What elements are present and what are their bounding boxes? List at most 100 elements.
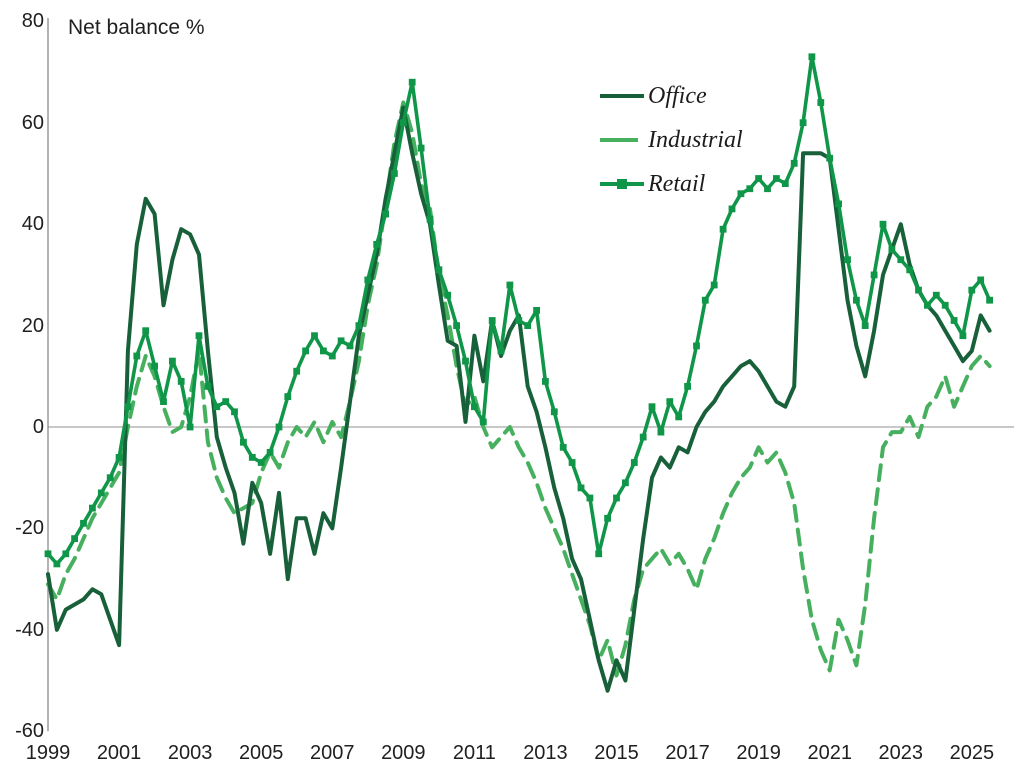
retail-marker [755, 175, 762, 182]
retail-marker [169, 357, 176, 365]
retail-marker [488, 317, 496, 324]
retail-marker [44, 550, 52, 558]
retail-marker [124, 403, 132, 411]
retail-marker [497, 347, 505, 355]
legend-item-industrial: Industrial [598, 126, 743, 154]
retail-marker [62, 550, 70, 558]
retail-marker [977, 276, 985, 284]
retail-marker [701, 296, 709, 304]
retail-marker [728, 205, 736, 213]
retail-marker [941, 301, 949, 309]
industrial-line [46, 100, 992, 678]
retail-marker [302, 347, 309, 355]
retail-marker [773, 175, 780, 182]
retail-marker [320, 347, 327, 355]
retail-marker [684, 383, 691, 390]
retail-marker [391, 170, 398, 177]
retail-marker [693, 342, 700, 350]
retail-marker [222, 398, 230, 405]
x-tick-label: 2013 [523, 742, 568, 764]
retail-marker [417, 144, 425, 152]
retail-marker [257, 459, 265, 466]
retail-marker [355, 322, 363, 329]
retail-marker [710, 281, 718, 289]
x-tick-label: 2017 [665, 742, 710, 764]
retail-marker [932, 291, 940, 299]
retail-marker [675, 413, 683, 421]
retail-marker [115, 454, 123, 461]
x-tick-label: 2009 [381, 742, 426, 764]
x-tick-label: 2015 [594, 742, 639, 764]
legend-label-office: Office [648, 82, 707, 109]
retail-marker [879, 220, 887, 228]
y-tick-label: 20 [21, 314, 44, 337]
retail-marker [133, 352, 141, 360]
retail-marker [737, 190, 745, 198]
retail-marker [550, 408, 558, 416]
retail-marker [266, 449, 274, 456]
retail-marker [799, 119, 807, 127]
retail-marker [915, 286, 922, 294]
retail-marker [861, 322, 869, 329]
retail-marker [426, 215, 434, 223]
retail-marker [328, 352, 336, 360]
retail-marker [364, 276, 372, 284]
y-tick-label: 40 [21, 213, 44, 236]
retail-marker [559, 443, 567, 451]
legend-label-retail: Retail [648, 170, 706, 197]
retail-marker [595, 550, 603, 558]
retail-marker [906, 266, 914, 274]
retail-marker [97, 489, 105, 497]
retail-marker [586, 494, 594, 502]
retail-marker [835, 200, 842, 208]
x-tick-label: 2003 [167, 742, 213, 764]
retail-marker [897, 256, 905, 264]
retail-marker [479, 418, 487, 426]
retail-marker [248, 454, 256, 461]
retail-marker [160, 398, 167, 405]
retail-marker [151, 362, 158, 370]
retail-marker [924, 301, 931, 309]
retail-marker [622, 479, 629, 487]
retail-marker [950, 317, 958, 324]
retail-marker [577, 484, 585, 492]
retail-marker [435, 266, 443, 274]
retail-marker [506, 281, 514, 289]
retail-marker [746, 185, 754, 193]
retail-marker [666, 398, 674, 405]
y-tick-label: -60 [15, 720, 44, 743]
retail-marker [204, 383, 212, 390]
retail-marker [542, 378, 549, 385]
retail-marker [888, 246, 896, 253]
retail-marker [870, 271, 878, 279]
retail-marker [639, 433, 647, 441]
retail-marker [453, 322, 460, 329]
retail-marker [346, 342, 354, 350]
retail-marker [719, 225, 727, 233]
retail-marker [311, 332, 318, 340]
retail-marker [790, 159, 798, 167]
retail-marker [106, 474, 114, 482]
retail-marker [844, 256, 851, 264]
x-tick-label: 2011 [452, 742, 496, 764]
retail-marker [53, 560, 61, 568]
retail-marker [657, 428, 665, 436]
retail-marker [373, 241, 381, 248]
retail-marker [177, 378, 185, 385]
retail-marker [826, 154, 834, 162]
legend: Office Industrial Retail [598, 82, 743, 214]
retail-marker [284, 393, 292, 400]
x-tick-label: 2019 [736, 742, 781, 764]
retail-marker [240, 438, 247, 446]
y-tick-label: -20 [15, 517, 44, 540]
retail-marker [408, 78, 416, 86]
x-axis-labels: 1999 2001 2003 2005 2007 2009 2011 2013 2015 2017… [0, 742, 1024, 768]
x-tick-label: 2025 [949, 742, 995, 764]
retail-marker [195, 332, 203, 340]
retail-marker [399, 119, 407, 127]
legend-label-industrial: Industrial [648, 126, 743, 153]
retail-marker [808, 53, 816, 61]
retail-marker [337, 337, 345, 345]
y-tick-label: -40 [15, 618, 44, 641]
